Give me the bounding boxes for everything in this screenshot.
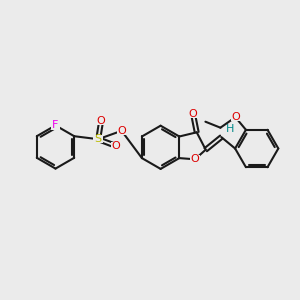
Bar [231, 113, 240, 122]
Text: O: O [189, 109, 197, 119]
Text: O: O [190, 154, 199, 164]
Bar [190, 155, 200, 164]
Bar [117, 127, 126, 135]
Text: H: H [226, 124, 234, 134]
Bar [188, 110, 198, 118]
Text: O: O [231, 112, 240, 122]
Text: O: O [117, 126, 126, 136]
Text: S: S [94, 134, 102, 144]
Bar [93, 135, 103, 143]
Bar [96, 116, 106, 125]
Text: O: O [97, 116, 106, 126]
Text: F: F [52, 120, 59, 130]
Bar [51, 121, 60, 130]
Text: O: O [111, 141, 120, 151]
Bar [111, 142, 120, 150]
Bar [226, 125, 234, 132]
